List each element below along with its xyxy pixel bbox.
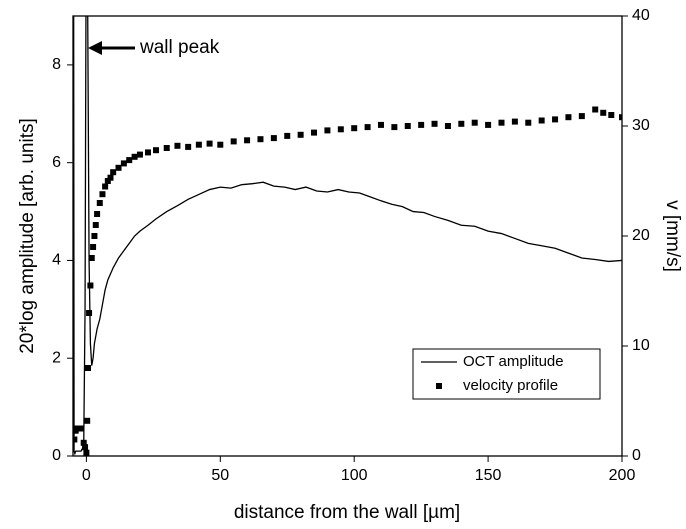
point <box>104 178 111 184</box>
point <box>99 191 106 198</box>
point <box>131 153 138 160</box>
point <box>84 417 91 424</box>
point <box>136 151 143 158</box>
point <box>144 149 151 156</box>
point <box>404 123 411 129</box>
point <box>74 425 81 432</box>
point <box>102 183 109 190</box>
point <box>115 164 122 171</box>
x-tick-label: 50 <box>211 467 229 484</box>
point <box>525 119 532 126</box>
point <box>538 117 545 124</box>
point <box>91 233 98 239</box>
y2-axis-label: v [mm/s] <box>662 200 683 272</box>
point <box>351 125 358 132</box>
point <box>195 141 202 148</box>
point <box>110 169 117 176</box>
y-tick-label: 0 <box>52 447 61 464</box>
point <box>270 135 277 142</box>
plot-area <box>73 16 622 456</box>
point <box>120 160 127 167</box>
y-tick-label: 4 <box>52 252 61 269</box>
point <box>608 112 615 118</box>
legend-label: velocity profile <box>463 377 558 394</box>
point <box>578 113 585 120</box>
point <box>86 310 93 316</box>
point <box>174 142 181 149</box>
x-tick-label: 150 <box>475 467 502 484</box>
point <box>619 114 622 121</box>
line <box>73 16 622 456</box>
x-tick-label: 200 <box>609 467 636 484</box>
point <box>364 124 371 131</box>
point <box>83 449 90 456</box>
point <box>391 124 398 131</box>
point <box>444 123 451 129</box>
point <box>431 120 438 127</box>
point <box>257 136 264 143</box>
annotation-arrowhead <box>88 41 102 55</box>
point <box>552 116 559 123</box>
point <box>82 444 89 451</box>
point <box>377 121 384 128</box>
point <box>185 143 192 150</box>
y2-tick-label: 40 <box>632 7 650 24</box>
point <box>153 147 160 154</box>
point <box>418 121 425 128</box>
point <box>324 127 331 134</box>
point <box>511 118 518 125</box>
point <box>73 436 78 443</box>
x-tick-label: 0 <box>82 467 91 484</box>
point <box>96 200 103 206</box>
point <box>284 132 291 139</box>
point <box>92 222 99 228</box>
x-axis-label: distance from the wall [µm] <box>234 502 460 523</box>
point <box>485 121 492 128</box>
y-tick-label: 2 <box>52 349 61 366</box>
point <box>565 114 572 121</box>
point <box>206 140 213 147</box>
point <box>458 120 465 127</box>
point <box>217 141 224 148</box>
point <box>471 119 478 126</box>
y2-tick-label: 0 <box>632 447 641 464</box>
point <box>88 255 95 261</box>
legend-label: OCT amplitude <box>463 353 564 370</box>
y-axis-label: 20*log amplitude [arb. units] <box>17 118 38 354</box>
x-tick-label: 100 <box>341 467 368 484</box>
annotation: wall peak <box>139 37 220 58</box>
point <box>126 157 133 164</box>
y2-tick-label: 30 <box>632 117 650 134</box>
y2-tick-label: 10 <box>632 337 650 354</box>
point <box>107 174 114 181</box>
point <box>90 244 97 250</box>
point <box>94 211 101 217</box>
point <box>498 119 505 126</box>
point <box>311 129 318 136</box>
point <box>84 365 91 371</box>
point <box>87 282 94 289</box>
point <box>600 109 607 116</box>
point <box>297 131 304 138</box>
point <box>80 439 87 446</box>
y-tick-label: 8 <box>52 56 61 73</box>
y2-tick-label: 20 <box>632 227 650 244</box>
legend-box <box>412 348 601 400</box>
point <box>230 138 237 145</box>
legend-swatch <box>436 383 442 389</box>
point <box>78 425 85 432</box>
point <box>592 106 599 113</box>
point <box>244 137 251 144</box>
y-tick-label: 6 <box>52 154 61 171</box>
point <box>337 126 344 133</box>
point <box>163 145 170 151</box>
